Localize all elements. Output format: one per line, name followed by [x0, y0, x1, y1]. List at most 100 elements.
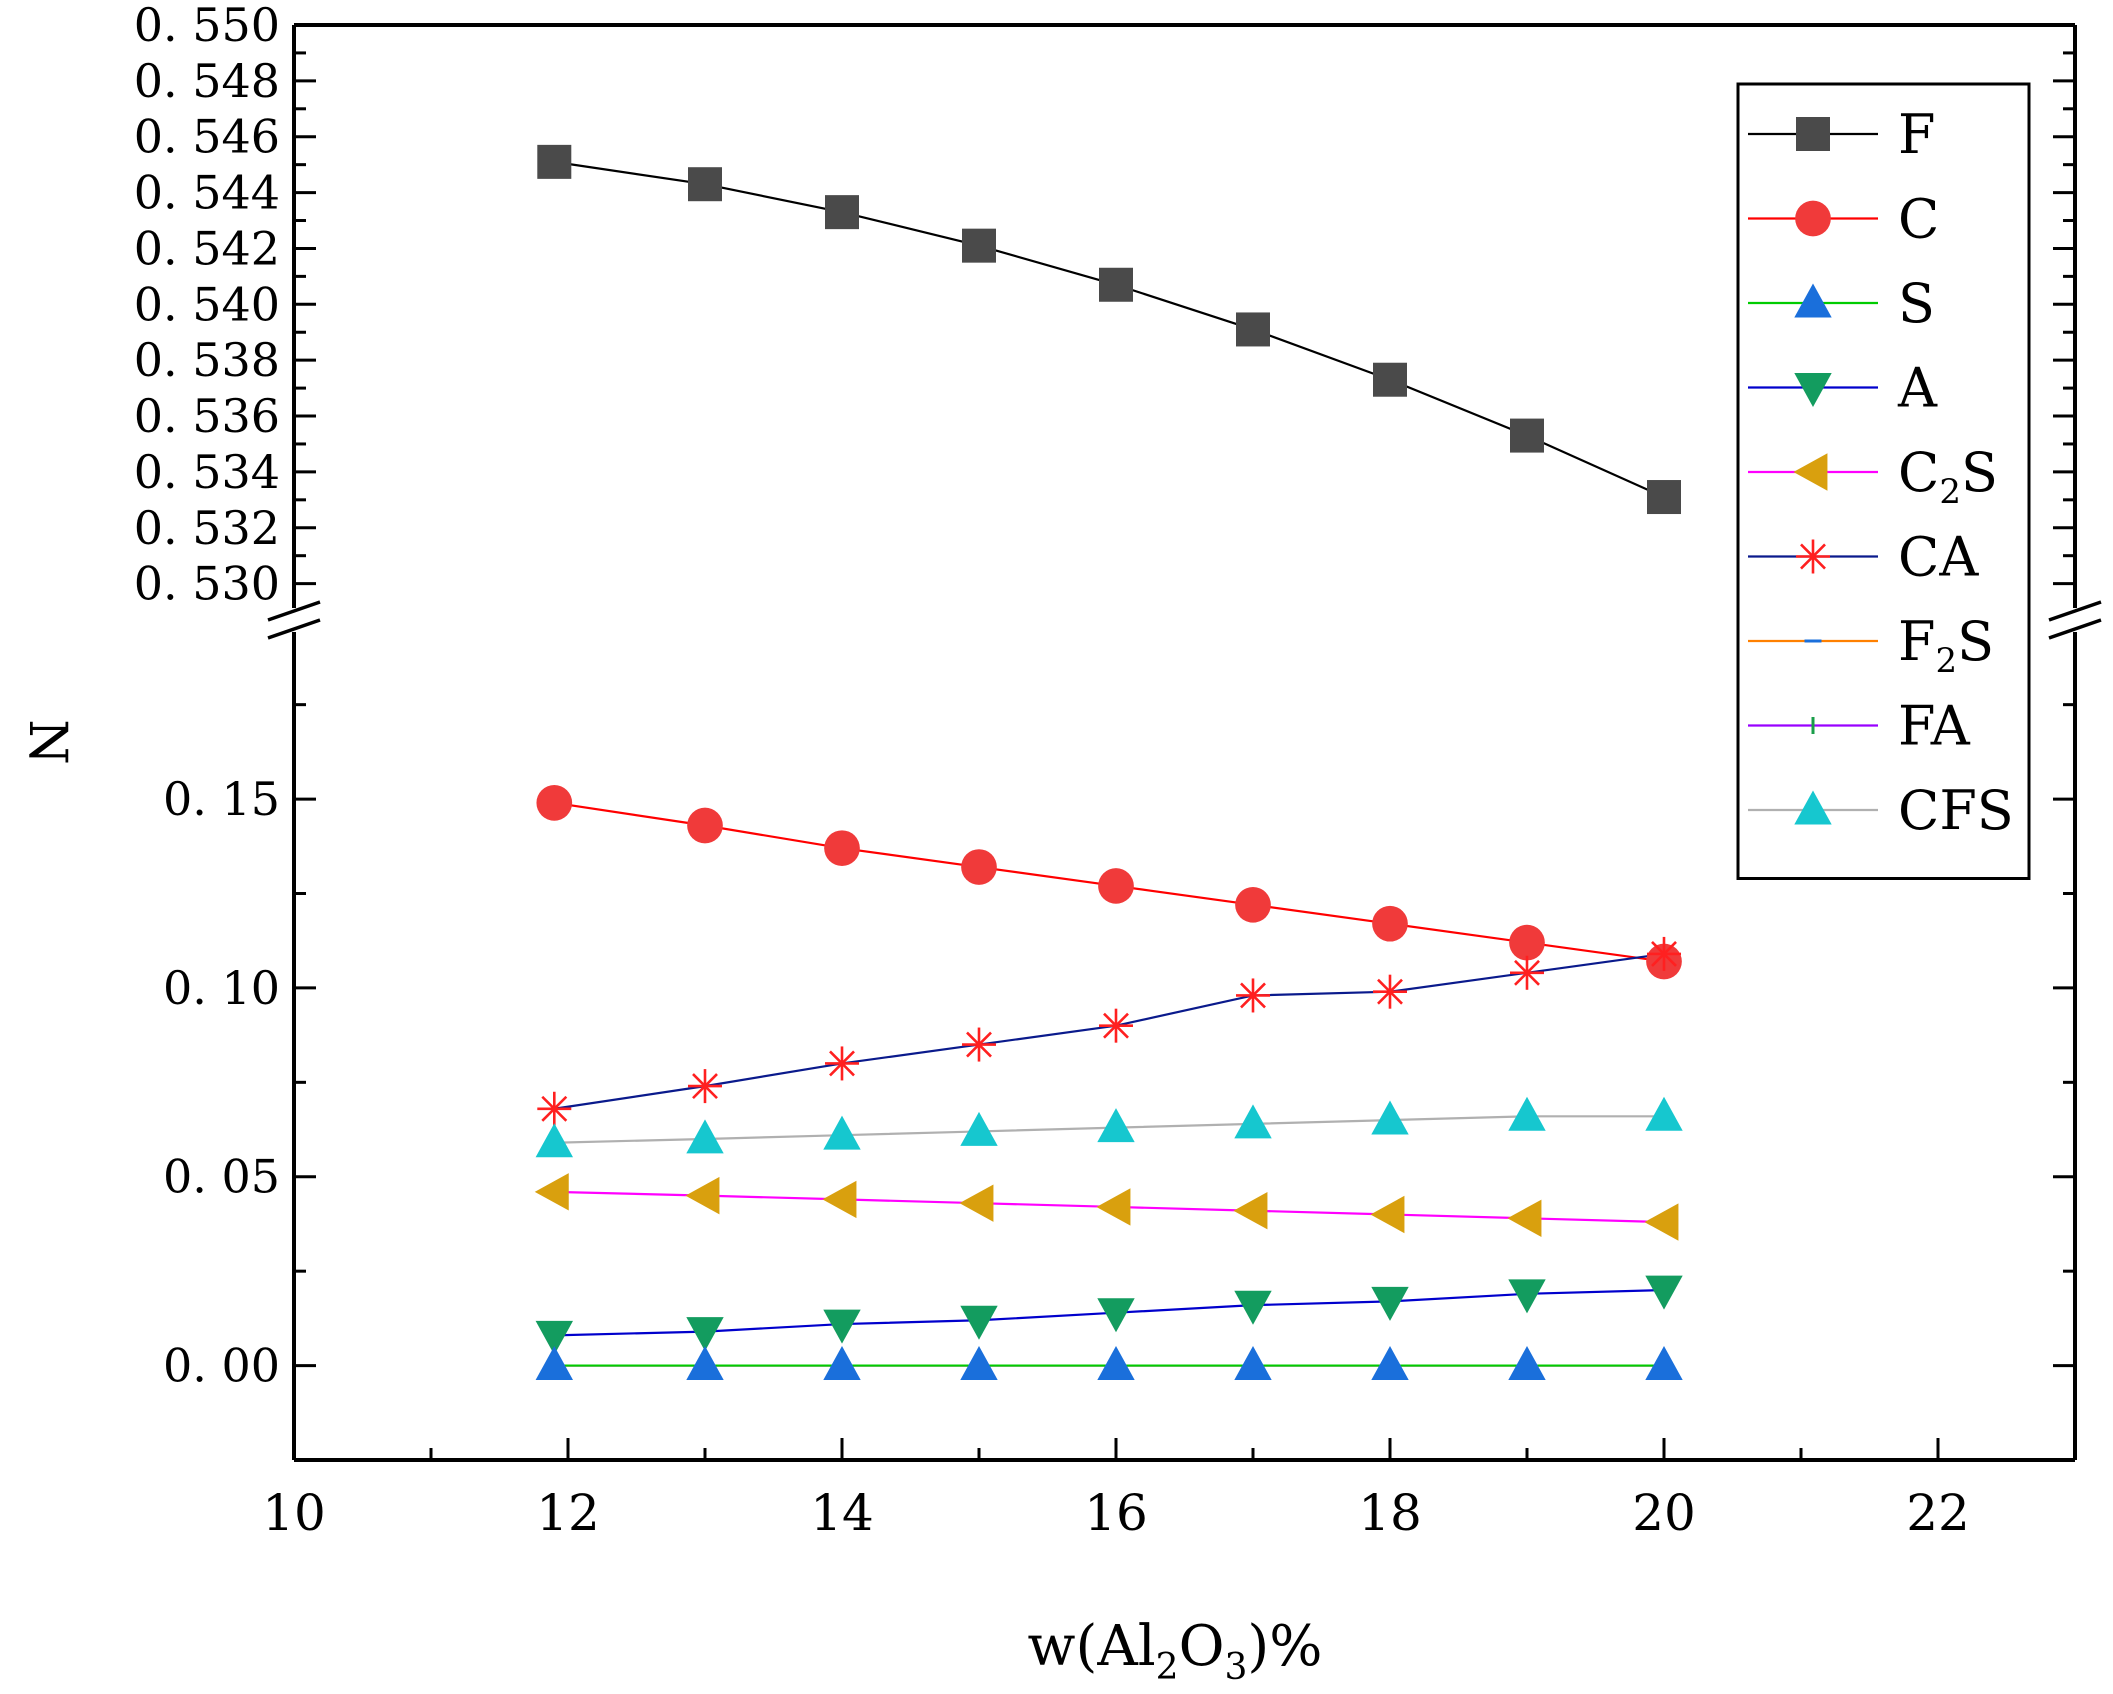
- data-point: [1234, 1290, 1272, 1325]
- data-point: [824, 830, 860, 867]
- data-point: [1645, 1096, 1683, 1131]
- asterisk-stroke: [1240, 982, 1266, 1009]
- asterisk-stroke: [1103, 1012, 1129, 1039]
- data-point: [823, 1309, 861, 1344]
- axis-break-mark-right: [2048, 600, 2102, 622]
- series-markers: [534, 144, 1683, 1381]
- legend-marker: [1796, 117, 1830, 151]
- y-tick-label-lower: 0. 00: [163, 1339, 280, 1393]
- data-point: [1099, 1008, 1133, 1043]
- data-point: [960, 1111, 998, 1146]
- data-point: [962, 1027, 996, 1062]
- legend-item: A: [1748, 357, 1938, 420]
- data-point: [1235, 886, 1271, 923]
- x-tick-label: 22: [1906, 1484, 1970, 1542]
- legend-label: S: [1898, 272, 1935, 335]
- data-point: [1097, 1298, 1135, 1333]
- legend-item: CA: [1748, 526, 1979, 589]
- legend-marker: [1793, 453, 1828, 491]
- data-point: [823, 1115, 861, 1150]
- data-point: [537, 144, 572, 179]
- data-point: [685, 1176, 720, 1215]
- data-point: [1370, 1195, 1405, 1234]
- x-tick-label: 18: [1358, 1484, 1422, 1542]
- axis-break-mark-right: [2048, 618, 2102, 640]
- legend-marker: [1796, 539, 1830, 574]
- y-tick-label-upper: 0. 540: [134, 277, 280, 331]
- data-point: [534, 1173, 569, 1211]
- y-tick-label-upper: 0. 550: [134, 0, 280, 52]
- y-tick-label-upper: 0. 532: [134, 501, 280, 555]
- legend-marker: [1794, 790, 1832, 825]
- legend-item: CFS: [1748, 779, 2014, 842]
- legend-item: FA: [1748, 695, 1971, 758]
- y-tick-label-upper: 0. 544: [134, 166, 280, 220]
- y-tick-label-upper: 0. 534: [134, 445, 280, 499]
- data-point: [535, 1346, 573, 1381]
- data-point: [1647, 480, 1681, 515]
- data-point: [1508, 1096, 1546, 1131]
- data-point: [1234, 1346, 1272, 1381]
- data-point: [962, 228, 996, 263]
- data-point: [686, 1317, 724, 1352]
- legend-box: [1736, 82, 2031, 880]
- legend-label: FA: [1898, 695, 1971, 758]
- data-point: [1644, 1203, 1679, 1241]
- asterisk-stroke: [1651, 940, 1677, 967]
- legend-item: F: [1748, 103, 1935, 166]
- data-point: [535, 1123, 573, 1158]
- data-point: [688, 1069, 722, 1104]
- data-point: [1508, 1279, 1546, 1314]
- legend-label: F: [1898, 103, 1935, 166]
- data-point: [1099, 267, 1133, 302]
- y-tick-label-upper: 0. 548: [134, 54, 280, 108]
- data-point: [1371, 1346, 1409, 1381]
- data-point: [1233, 1192, 1268, 1230]
- legend-label: C2S: [1898, 441, 1998, 512]
- y-tick-label-upper: 0. 536: [134, 389, 280, 443]
- data-point: [1371, 1286, 1409, 1321]
- legend-item: C: [1748, 188, 1939, 251]
- data-point: [1645, 1346, 1683, 1381]
- data-point: [960, 1346, 998, 1381]
- data-point: [1234, 1104, 1272, 1139]
- y-tick-label-lower: 0. 15: [163, 772, 280, 826]
- legend-marker: [1794, 283, 1832, 318]
- data-point: [1509, 924, 1545, 961]
- legend-label: CA: [1898, 526, 1979, 589]
- data-point: [537, 1091, 572, 1126]
- data-point: [1510, 955, 1544, 990]
- asterisk-stroke: [1514, 959, 1540, 986]
- x-tick-label: 14: [810, 1484, 874, 1542]
- x-tick-label: 10: [262, 1484, 326, 1542]
- x-axis-label: w(Al2O3)%: [1028, 1614, 1323, 1688]
- asterisk-stroke: [829, 1050, 855, 1077]
- x-tick-label: 16: [1084, 1484, 1148, 1542]
- legend-marker: [1795, 200, 1831, 237]
- data-point: [1645, 1275, 1683, 1310]
- data-point: [1373, 974, 1407, 1009]
- data-point: [1371, 1100, 1409, 1135]
- data-point: [960, 1305, 998, 1340]
- data-point: [1647, 936, 1681, 971]
- legend-label: A: [1897, 357, 1938, 420]
- legend-item: S: [1748, 272, 1935, 335]
- data-point: [823, 1346, 861, 1381]
- axis-break-mark-left: [267, 618, 321, 640]
- y-tick-label-upper: 0. 530: [134, 557, 280, 611]
- asterisk-stroke: [1377, 978, 1403, 1005]
- asterisk-stroke: [1800, 543, 1826, 570]
- data-point: [535, 1320, 573, 1355]
- data-point: [536, 784, 573, 821]
- y-tick-label-lower: 0. 05: [163, 1150, 280, 1204]
- data-point: [825, 1046, 859, 1081]
- legend-label: F2S: [1898, 610, 1994, 681]
- data-point: [961, 849, 997, 885]
- y-tick-label-upper: 0. 538: [134, 333, 280, 387]
- data-point: [1097, 1346, 1135, 1381]
- data-point: [1096, 1188, 1131, 1226]
- data-point: [1510, 418, 1544, 453]
- x-tick-label: 12: [536, 1484, 600, 1542]
